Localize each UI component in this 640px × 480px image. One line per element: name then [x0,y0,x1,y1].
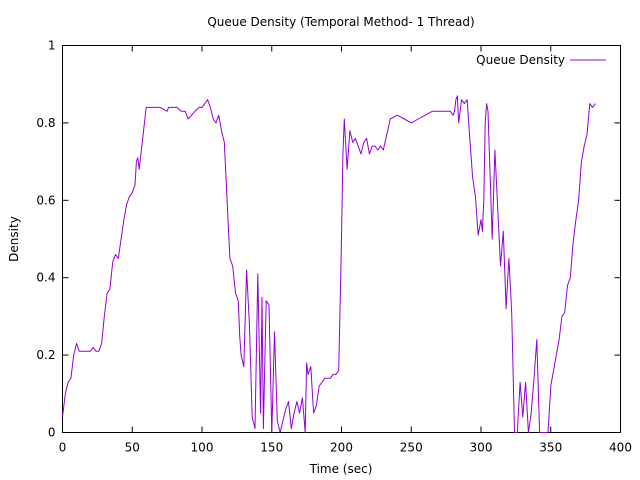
y-tick-label: 0 [48,426,56,440]
y-axis-label: Density [7,216,21,262]
x-tick-label: 350 [539,441,562,455]
y-axis: 0 0.2 0.4 0.6 0.8 1 [36,39,621,440]
x-tick-label: 200 [330,441,353,455]
x-tick-label: 250 [400,441,423,455]
series-layer [62,95,596,433]
y-tick-label: 0.2 [36,348,55,362]
x-axis: 0 50 100 150 200 250 300 350 400 [59,45,632,455]
y-tick-label: 1 [48,39,56,53]
x-tick-label: 50 [125,441,140,455]
chart-title: Queue Density (Temporal Method- 1 Thread… [207,15,474,29]
y-tick-label: 0.6 [36,193,55,207]
x-tick-label: 150 [260,441,283,455]
legend: Queue Density [476,53,606,67]
x-tick-label: 0 [59,441,67,455]
x-tick-label: 100 [191,441,214,455]
x-tick-label: 400 [609,441,632,455]
x-tick-label: 300 [470,441,493,455]
legend-label-queue-density: Queue Density [476,53,565,67]
series-line-queue-density [62,95,596,433]
x-axis-label: Time (sec) [309,462,373,476]
y-tick-label: 0.4 [36,271,55,285]
y-tick-label: 0.8 [36,116,55,130]
